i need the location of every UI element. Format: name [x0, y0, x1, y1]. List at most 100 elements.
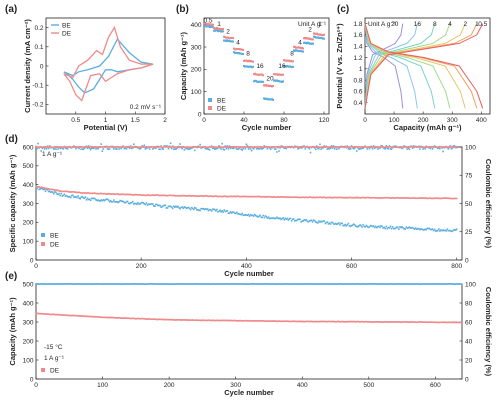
efficiency-point-de — [107, 146, 110, 148]
capacity-point-de — [306, 196, 309, 199]
capacity-point-be — [373, 226, 376, 229]
capacity-point-de — [336, 196, 338, 199]
efficiency-point-be — [199, 143, 201, 146]
capacity-point-be — [292, 218, 295, 220]
capacity-point-de — [317, 320, 320, 323]
capacity-point-de — [352, 197, 355, 199]
capacity-point-de — [398, 197, 400, 199]
capacity-point-de — [102, 316, 104, 319]
efficiency-point-be — [154, 147, 156, 149]
capacity-point-de — [403, 321, 406, 323]
capacity-point-de — [181, 319, 183, 321]
efficiency-point-be — [359, 147, 361, 150]
efficiency-point-de — [194, 283, 197, 285]
efficiency-point-de — [365, 146, 368, 148]
capacity-point-de — [195, 319, 198, 321]
capacity-point-de — [235, 320, 238, 322]
capacity-point-de — [325, 196, 328, 199]
efficiency-point-de — [144, 146, 147, 148]
efficiency-point-de — [296, 283, 299, 285]
plot-frame — [35, 146, 463, 261]
capacity-point-de — [382, 321, 385, 323]
capacity-point-be — [88, 198, 91, 200]
capacity-point-be — [278, 217, 280, 220]
capacity-point-be — [130, 201, 133, 204]
capacity-point-be — [431, 228, 434, 230]
efficiency-point-be — [174, 148, 176, 150]
capacity-point-de — [184, 195, 187, 197]
capacity-point-be — [353, 224, 356, 226]
efficiency-point-de — [421, 283, 424, 285]
capacity-point-de — [90, 315, 92, 318]
capacity-point-de — [434, 197, 437, 200]
discharge-curve-20 — [364, 23, 404, 109]
capacity-point-de — [437, 321, 440, 324]
capacity-point-de — [114, 193, 116, 196]
capacity-point-de — [406, 321, 409, 323]
capacity-point-be — [341, 222, 343, 225]
efficiency-point-be — [55, 148, 57, 150]
capacity-point-de — [382, 197, 384, 199]
capacity-point-de — [416, 197, 418, 200]
efficiency-point-de — [235, 146, 237, 148]
efficiency-point-be — [153, 147, 155, 149]
capacity-point-de — [260, 320, 263, 322]
efficiency-point-be — [373, 147, 376, 149]
efficiency-point-be — [408, 148, 411, 151]
capacity-point-de — [324, 320, 327, 323]
y-tick-label: 300 — [23, 201, 34, 208]
efficiency-point-de — [341, 283, 344, 285]
capacity-point-de — [302, 320, 305, 323]
y-tick-label: 300 — [23, 319, 34, 326]
capacity-point-de — [283, 196, 285, 198]
efficiency-point-de — [181, 283, 183, 285]
capacity-point-de — [456, 321, 459, 324]
capacity-point-de — [79, 191, 81, 194]
capacity-point-be — [185, 207, 188, 210]
capacity-point-be — [102, 199, 105, 201]
efficiency-point-de — [330, 146, 333, 148]
efficiency-point-de — [308, 283, 311, 285]
capacity-point-de — [243, 195, 246, 198]
efficiency-point-de — [105, 146, 108, 148]
efficiency-point-de — [248, 283, 251, 285]
efficiency-point-de — [305, 146, 308, 148]
capacity-point-de — [348, 320, 351, 323]
capacity-point-be — [350, 224, 353, 227]
capacity-point-de — [179, 319, 181, 321]
capacity-point-de — [342, 321, 345, 323]
efficiency-point-be — [450, 148, 453, 150]
capacity-point-de — [229, 195, 232, 198]
capacity-point-be — [410, 227, 413, 229]
capacity-point-de — [182, 194, 185, 197]
efficiency-point-de — [418, 283, 421, 285]
capacity-point-be — [47, 190, 50, 193]
efficiency-point-de — [279, 283, 282, 285]
rate-point-be — [302, 50, 304, 53]
capacity-point-be — [320, 220, 322, 223]
capacity-point-de — [84, 315, 86, 317]
efficiency-point-de — [88, 146, 91, 148]
capacity-point-de — [446, 197, 449, 199]
efficiency-point-be — [261, 148, 263, 150]
efficiency-point-de — [47, 283, 49, 285]
capacity-point-de — [174, 319, 176, 321]
x-tick-label: 1 — [104, 117, 108, 124]
efficiency-point-de — [73, 146, 75, 148]
capacity-point-be — [43, 188, 46, 191]
capacity-point-be — [112, 201, 114, 203]
capacity-point-be — [434, 230, 437, 232]
capacity-point-be — [144, 203, 147, 206]
capacity-point-be — [123, 201, 126, 204]
efficiency-point-de — [78, 145, 80, 148]
efficiency-point-de — [295, 146, 297, 148]
capacity-point-be — [205, 208, 208, 211]
efficiency-point-de — [90, 283, 92, 285]
capacity-point-be — [229, 211, 232, 213]
capacity-point-de — [317, 196, 319, 199]
capacity-point-be — [74, 196, 76, 198]
efficiency-point-de — [372, 283, 375, 285]
efficiency-point-be — [170, 147, 173, 150]
efficiency-point-de — [344, 146, 346, 148]
